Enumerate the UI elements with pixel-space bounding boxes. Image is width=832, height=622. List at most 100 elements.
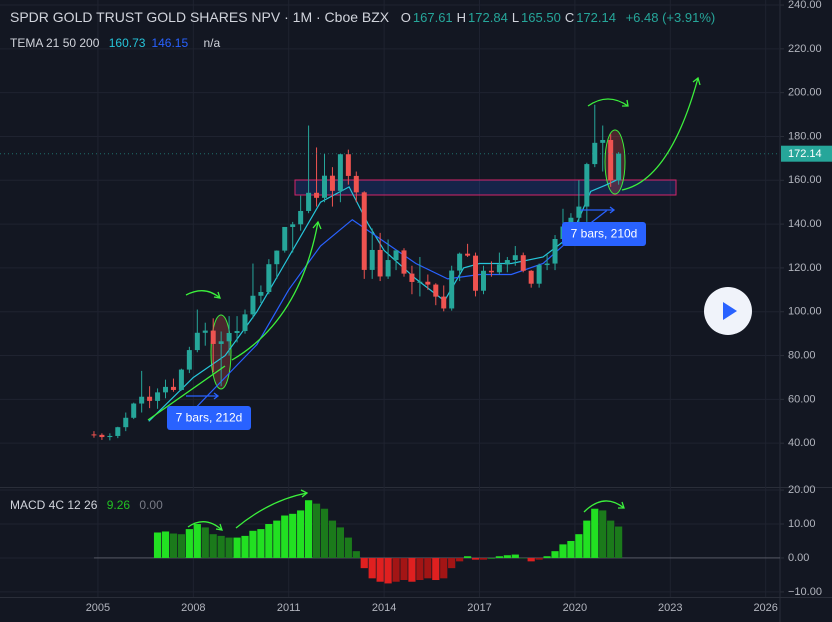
candle-body (417, 281, 423, 283)
candle-body (520, 255, 526, 271)
candle-body (314, 192, 320, 198)
candle-body (163, 386, 169, 393)
arrow (622, 99, 629, 107)
candle-body (218, 341, 224, 344)
candle-body (544, 263, 550, 266)
indicator-value: 160.73 (108, 36, 146, 50)
arrow (231, 221, 319, 361)
macd-bar (456, 557, 464, 562)
x-tick-label: 2017 (467, 602, 491, 614)
macd-bar (400, 557, 408, 581)
y-tick-label: 180.00 (788, 130, 822, 142)
arrow (621, 77, 699, 191)
zone (294, 179, 677, 196)
macd-bar (376, 557, 384, 582)
price-tag (781, 145, 832, 162)
candle-body (202, 330, 208, 333)
candle-body (266, 264, 272, 293)
indicator-value: 9.26 (106, 498, 131, 512)
candle-body (131, 403, 137, 418)
macd-bar (352, 551, 360, 558)
indicator-name: TEMA 21 50 200 (10, 36, 100, 50)
indicator-value: 146.15 (151, 36, 189, 50)
indicator-value: n/a (203, 36, 221, 50)
macd-bar (368, 557, 376, 579)
ohlc-value: 172.84 (468, 10, 508, 25)
candle-body (139, 396, 145, 404)
macd-bar (487, 557, 496, 559)
candle-body (155, 392, 161, 401)
candle-body (290, 224, 296, 227)
macd-bar (217, 535, 225, 558)
candle-body (465, 253, 471, 256)
symbol-title: SPDR GOLD TRUST GOLD SHARES NPV · 1M · C… (10, 9, 390, 25)
indicator-values: 160.73 146.15 (109, 36, 194, 50)
candle-body (234, 331, 240, 333)
grid (0, 0, 780, 597)
macd-bar (177, 534, 186, 558)
macd-bar (583, 520, 591, 558)
candle-body (409, 273, 415, 282)
y-tick-label: 40.00 (788, 437, 816, 449)
ohlc-label: C (564, 10, 575, 25)
candle-body (600, 139, 606, 143)
candle-body (480, 270, 486, 291)
candle-body (99, 434, 105, 438)
candle-body (242, 314, 248, 332)
candle-body (226, 332, 232, 342)
arrow (300, 489, 309, 498)
macd-bar (185, 529, 193, 558)
arrow (312, 220, 322, 230)
candle-body (385, 260, 391, 277)
ohlc-value: 167.61 (412, 10, 453, 25)
x-tick-label: 2011 (277, 602, 301, 614)
macd-bar (304, 500, 313, 558)
arrow (213, 291, 221, 299)
x-tick-label: 2014 (372, 602, 396, 614)
y-tick-label: 140.00 (788, 218, 822, 230)
macd-bar (535, 557, 543, 560)
macd-bar (591, 508, 599, 558)
candle-body (170, 386, 176, 390)
ohlc-label: O (400, 10, 411, 25)
candle-body (258, 292, 264, 296)
range-arrow (580, 206, 616, 214)
macd-bar (225, 537, 233, 558)
y-tick-label: 220.00 (788, 43, 822, 55)
candle-body (147, 396, 153, 401)
macd-bar (344, 537, 352, 558)
macd-bar (297, 510, 305, 558)
candle-body (178, 369, 184, 390)
arrow (215, 523, 223, 531)
ohlc: O 167.61 H 172.84 L 165.50 C 172.14 (401, 10, 620, 25)
candle-body (393, 250, 399, 261)
macd-bar (599, 510, 607, 558)
macd-bar (392, 557, 400, 582)
y-tick-label: 240.00 (788, 0, 822, 11)
candle-body (608, 139, 614, 181)
macd-bar (463, 556, 472, 558)
macd-bar (320, 508, 329, 558)
candle-body (433, 284, 439, 297)
macd-bar (281, 515, 289, 558)
candle-body (274, 250, 280, 265)
macd-bar (201, 527, 209, 558)
y-tick-label: 60.00 (788, 393, 816, 405)
range-arrows (186, 206, 616, 400)
candle-body (107, 435, 113, 438)
macd-bar (169, 533, 178, 558)
candle-body (473, 255, 479, 291)
macd-legend: MACD 4C 12 26 9.26 0.00 (10, 498, 169, 512)
candle-body (616, 153, 622, 181)
macd-bar (607, 520, 615, 558)
candle-body (353, 175, 359, 193)
marks (0, 104, 780, 584)
candle-body (306, 192, 312, 211)
y-tick-label: 160.00 (788, 174, 822, 186)
drawings (147, 76, 701, 531)
x-tick-label: 2023 (658, 602, 682, 614)
candle-body (282, 226, 288, 251)
arrow (185, 290, 221, 299)
candle-body (504, 260, 510, 265)
macd-bar (495, 556, 503, 558)
